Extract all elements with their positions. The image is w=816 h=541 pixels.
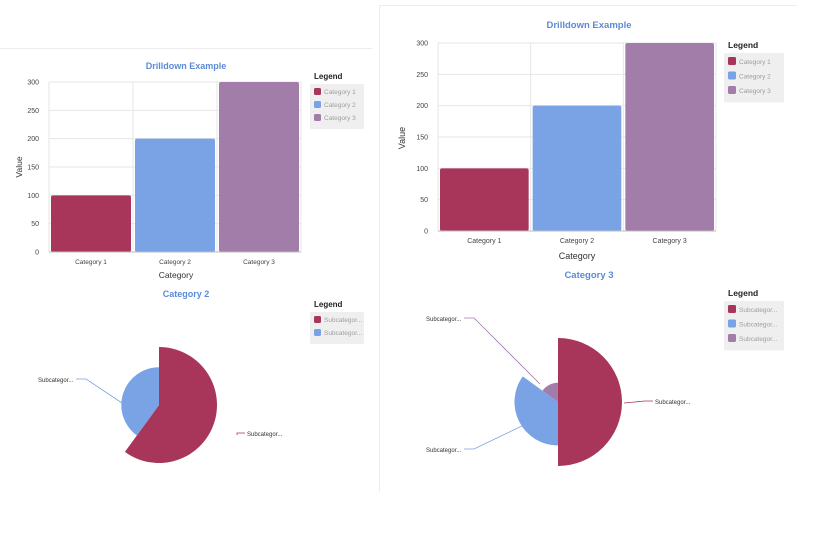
- y-axis-title: Value: [397, 127, 407, 149]
- chart-title: Category 2: [163, 289, 210, 299]
- y-tick-label: 50: [420, 197, 428, 204]
- pie-leader-line: [464, 423, 527, 450]
- legend-entry[interactable]: Category 3: [739, 88, 771, 95]
- chart-title: Drilldown Example: [547, 20, 632, 31]
- y-tick-label: 250: [27, 108, 39, 115]
- pie-slice-label: Subcategor...: [38, 378, 74, 384]
- y-tick-label: 300: [416, 41, 428, 48]
- right-bar-chart: Drilldown Example 0 50 100 150 200 250 300 Categ…: [397, 20, 784, 261]
- legend-swatch[interactable]: [728, 71, 736, 80]
- pie-slice-3[interactable]: [542, 382, 558, 402]
- x-tick-label: Category 1: [75, 259, 107, 266]
- x-tick-label: Category 1: [467, 238, 501, 245]
- pie-slice-2[interactable]: [121, 367, 159, 436]
- y-tick-label: 150: [27, 165, 39, 172]
- y-tick-label: 200: [416, 103, 428, 110]
- pie-slice-label: Subcategor...: [426, 317, 462, 323]
- left-pie-chart: Category 2 Subcategor... Subcategor... Lege…: [38, 289, 364, 464]
- chart-title: Category 3: [564, 270, 613, 281]
- legend-entry[interactable]: Subcategor...: [324, 317, 362, 324]
- pie-slice-label: Subcategor...: [655, 400, 691, 406]
- legend-entry[interactable]: Category 2: [739, 74, 771, 81]
- legend-entry[interactable]: Subcategor...: [739, 307, 777, 314]
- y-tick-label: 50: [31, 221, 39, 228]
- y-axis-title: Value: [14, 156, 24, 177]
- left-bar-chart: Drilldown Example 0 50 100 150 200 250 300 Categ…: [14, 61, 364, 280]
- bar-2[interactable]: [532, 105, 622, 231]
- y-tick-label: 300: [27, 80, 39, 87]
- x-tick-label: Category 3: [243, 259, 275, 266]
- legend-entry[interactable]: Subcategor...: [739, 322, 777, 329]
- legend-title: Legend: [314, 72, 343, 81]
- legend-swatch[interactable]: [314, 316, 321, 323]
- pie-slice-1[interactable]: [124, 347, 218, 464]
- legend-swatch[interactable]: [314, 101, 321, 108]
- legend-title: Legend: [728, 40, 758, 50]
- x-tick-label: Category 2: [560, 238, 594, 245]
- legend-entry[interactable]: Category 1: [739, 59, 771, 66]
- x-axis-title: Category: [559, 251, 596, 261]
- legend-box: [310, 312, 364, 344]
- pie-slice-label: Subcategor...: [426, 448, 462, 454]
- pie-slice-1[interactable]: [558, 338, 622, 466]
- pie-slice-2[interactable]: [514, 376, 558, 446]
- legend-swatch[interactable]: [314, 114, 321, 121]
- y-tick-label: 150: [416, 135, 428, 142]
- legend-box: [310, 84, 364, 129]
- pie-slice-label: Subcategor...: [247, 432, 283, 438]
- chart-title: Drilldown Example: [146, 61, 227, 71]
- bar-1[interactable]: [440, 168, 529, 231]
- pie-leader-line: [623, 400, 653, 404]
- x-tick-label: Category 3: [653, 238, 687, 245]
- y-tick-label: 250: [416, 72, 428, 79]
- legend-swatch[interactable]: [728, 57, 736, 65]
- pie-leader-line: [76, 378, 123, 404]
- legend-entry[interactable]: Subcategor...: [739, 336, 777, 343]
- bar-3[interactable]: [625, 43, 714, 231]
- y-tick-label: 0: [35, 250, 39, 257]
- legend-box: [724, 53, 784, 103]
- bar-2[interactable]: [135, 138, 215, 252]
- y-tick-label: 200: [27, 136, 39, 143]
- legend-swatch[interactable]: [314, 329, 321, 336]
- legend-title: Legend: [728, 288, 758, 298]
- legend-swatch[interactable]: [728, 334, 736, 342]
- legend-swatch[interactable]: [728, 86, 736, 94]
- legend-box: [724, 301, 784, 351]
- legend-title: Legend: [314, 300, 343, 309]
- legend-entry[interactable]: Category 1: [324, 89, 356, 96]
- legend-swatch[interactable]: [314, 88, 321, 95]
- legend-swatch[interactable]: [728, 305, 736, 313]
- right-pie-chart: Category 3 Subcategor... Subcategor... Subc…: [426, 270, 784, 466]
- x-axis-title: Category: [159, 270, 194, 280]
- right-dashboard-panel: Drilldown Example 0 50 100 150 200 250 300 Categ…: [379, 5, 797, 492]
- left-dashboard-panel: Drilldown Example 0 50 100 150 200 250 300 Categ…: [0, 48, 372, 469]
- bar-1[interactable]: [51, 195, 131, 252]
- y-tick-label: 100: [27, 193, 39, 200]
- pie-leader-line: [236, 432, 245, 435]
- legend-entry[interactable]: Category 2: [324, 102, 356, 109]
- legend-entry[interactable]: Subcategor...: [324, 330, 362, 337]
- y-tick-label: 100: [416, 166, 428, 173]
- y-tick-label: 0: [424, 229, 428, 236]
- bar-3[interactable]: [219, 82, 299, 252]
- pie-leader-line: [464, 317, 541, 385]
- legend-swatch[interactable]: [728, 319, 736, 328]
- legend-entry[interactable]: Category 3: [324, 115, 356, 122]
- x-tick-label: Category 2: [159, 259, 191, 266]
